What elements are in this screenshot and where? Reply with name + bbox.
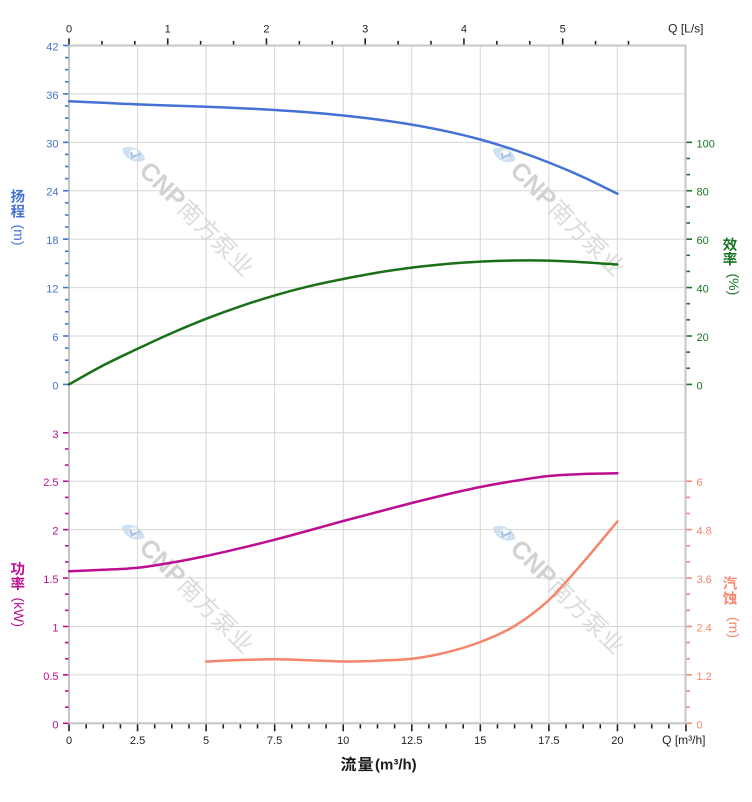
svg-text:100: 100 xyxy=(697,138,715,150)
svg-text:3: 3 xyxy=(362,23,368,35)
svg-text:4: 4 xyxy=(461,23,467,35)
svg-text:12.5: 12.5 xyxy=(401,735,422,747)
svg-text:0: 0 xyxy=(66,735,72,747)
svg-text:24: 24 xyxy=(46,187,58,199)
svg-text:80: 80 xyxy=(697,187,709,199)
svg-text:12: 12 xyxy=(46,284,58,296)
svg-text:6: 6 xyxy=(52,332,58,344)
svg-text:(m): (m) xyxy=(726,617,742,638)
svg-text:2.5: 2.5 xyxy=(43,477,58,489)
svg-text:0: 0 xyxy=(66,23,72,35)
svg-text:5: 5 xyxy=(560,23,566,35)
svg-text:10: 10 xyxy=(337,735,349,747)
svg-text:60: 60 xyxy=(697,235,709,247)
svg-text:6: 6 xyxy=(697,477,703,489)
svg-text:1.2: 1.2 xyxy=(697,671,712,683)
svg-text:2.5: 2.5 xyxy=(130,735,145,747)
svg-text:17.5: 17.5 xyxy=(538,735,559,747)
svg-text:0.5: 0.5 xyxy=(43,671,58,683)
svg-text:36: 36 xyxy=(46,90,58,102)
svg-text:Q [L/s]: Q [L/s] xyxy=(668,21,703,35)
svg-text:(m): (m) xyxy=(11,225,27,246)
svg-text:Q [m³/h]: Q [m³/h] xyxy=(662,733,705,747)
svg-text:20: 20 xyxy=(697,332,709,344)
svg-text:7.5: 7.5 xyxy=(267,735,282,747)
svg-text:(kW): (kW) xyxy=(11,598,27,628)
svg-text:2: 2 xyxy=(52,526,58,538)
svg-text:2.4: 2.4 xyxy=(697,622,712,634)
svg-text:1.5: 1.5 xyxy=(43,574,58,586)
svg-text:0: 0 xyxy=(52,719,58,731)
svg-text:4.8: 4.8 xyxy=(697,526,712,538)
svg-text:18: 18 xyxy=(46,235,58,247)
svg-text:1: 1 xyxy=(165,23,171,35)
svg-text:40: 40 xyxy=(697,284,709,296)
svg-text:0: 0 xyxy=(697,380,703,392)
svg-text:0: 0 xyxy=(697,719,703,731)
svg-text:(%): (%) xyxy=(726,274,742,296)
svg-text:30: 30 xyxy=(46,138,58,150)
svg-text:1: 1 xyxy=(52,622,58,634)
svg-text:2: 2 xyxy=(263,23,269,35)
svg-text:0: 0 xyxy=(52,380,58,392)
svg-text:5: 5 xyxy=(203,735,209,747)
svg-text:3.6: 3.6 xyxy=(697,574,712,586)
svg-text:(m³/h): (m³/h) xyxy=(375,757,417,774)
svg-text:3: 3 xyxy=(52,429,58,441)
svg-text:15: 15 xyxy=(474,735,486,747)
svg-text:20: 20 xyxy=(611,735,623,747)
svg-text:42: 42 xyxy=(46,42,58,54)
